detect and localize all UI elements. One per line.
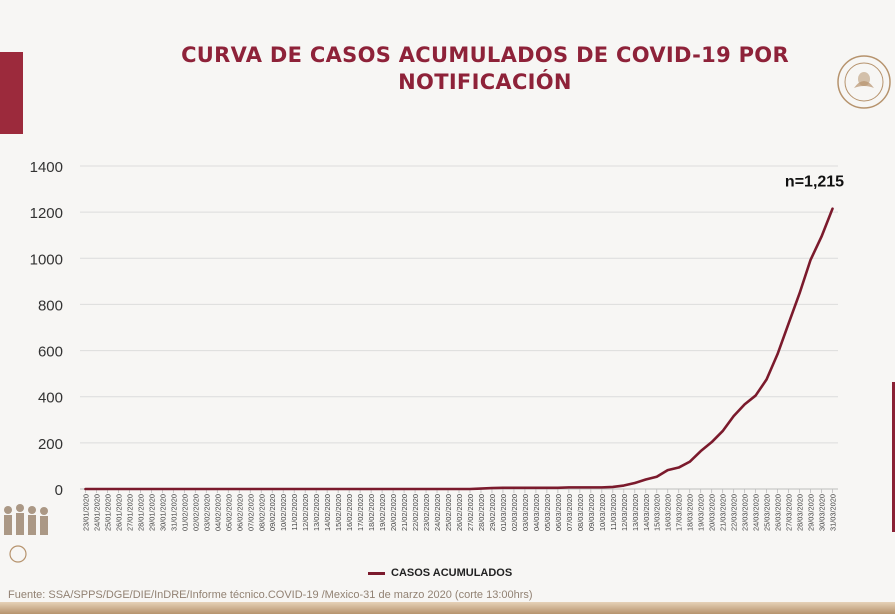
x-tick-label: 28/01/2020 bbox=[136, 494, 145, 531]
x-tick-label: 09/02/2020 bbox=[268, 494, 277, 531]
x-tick-label: 27/02/2020 bbox=[466, 494, 475, 531]
x-tick-label: 31/03/2020 bbox=[829, 494, 838, 531]
x-tick-label: 18/03/2020 bbox=[686, 494, 695, 531]
historic-figures-icon bbox=[4, 504, 48, 563]
x-tick-label: 19/02/2020 bbox=[378, 494, 387, 531]
series-line bbox=[84, 207, 834, 491]
chart-legend: CASOS ACUMULADOS bbox=[368, 567, 512, 579]
x-tick-label: 23/01/2020 bbox=[81, 494, 90, 531]
x-tick-label: 02/03/2020 bbox=[510, 494, 519, 531]
legend-swatch bbox=[368, 571, 385, 575]
x-tick-label: 02/02/2020 bbox=[191, 494, 200, 531]
x-tick-label: 23/03/2020 bbox=[741, 494, 750, 531]
chart-title-line-2: NOTIFICACIÓN bbox=[398, 70, 572, 94]
x-tick-label: 27/01/2020 bbox=[125, 494, 134, 531]
y-tick-label: 600 bbox=[38, 344, 63, 361]
x-tick-label: 27/03/2020 bbox=[785, 494, 794, 531]
x-tick-label: 30/01/2020 bbox=[158, 494, 167, 531]
y-tick-label: 1200 bbox=[30, 205, 63, 222]
x-tick-label: 20/03/2020 bbox=[708, 494, 717, 531]
x-tick-label: 12/03/2020 bbox=[620, 494, 629, 531]
x-tick-label: 05/02/2020 bbox=[224, 494, 233, 531]
x-tick-label: 07/03/2020 bbox=[565, 494, 574, 531]
x-tick-label: 22/03/2020 bbox=[730, 494, 739, 531]
x-tick-label: 16/02/2020 bbox=[345, 494, 354, 531]
x-tick-label: 12/02/2020 bbox=[301, 494, 310, 531]
x-tick-label: 10/03/2020 bbox=[598, 494, 607, 531]
x-tick-label: 29/03/2020 bbox=[807, 494, 816, 531]
x-tick-label: 31/01/2020 bbox=[169, 494, 178, 531]
x-tick-label: 14/03/2020 bbox=[642, 494, 651, 531]
y-tick-label: 1400 bbox=[30, 159, 63, 176]
x-tick-label: 06/02/2020 bbox=[235, 494, 244, 531]
x-tick-label: 05/03/2020 bbox=[543, 494, 552, 531]
national-seal-icon bbox=[837, 55, 891, 109]
x-tick-label: 21/02/2020 bbox=[400, 494, 409, 531]
x-tick-label: 26/02/2020 bbox=[455, 494, 464, 531]
y-tick-label: 800 bbox=[38, 297, 63, 314]
x-tick-label: 08/02/2020 bbox=[257, 494, 266, 531]
brand-bar-right bbox=[892, 382, 895, 532]
x-tick-label: 11/03/2020 bbox=[609, 494, 618, 530]
x-tick-label: 25/02/2020 bbox=[444, 494, 453, 531]
x-tick-label: 08/03/2020 bbox=[576, 494, 585, 531]
y-tick-label: 0 bbox=[55, 482, 63, 499]
x-tick-label: 28/03/2020 bbox=[796, 494, 805, 531]
x-tick-label: 26/01/2020 bbox=[114, 494, 123, 531]
x-tick-label: 25/01/2020 bbox=[103, 494, 112, 531]
x-tick-label: 13/03/2020 bbox=[631, 494, 640, 531]
x-tick-label: 30/03/2020 bbox=[818, 494, 827, 531]
x-tick-label: 13/02/2020 bbox=[312, 494, 321, 531]
x-tick-label: 19/03/2020 bbox=[697, 494, 706, 531]
x-tick-label: 06/03/2020 bbox=[554, 494, 563, 531]
x-tick-label: 10/02/2020 bbox=[279, 494, 288, 531]
y-tick-label: 400 bbox=[38, 390, 63, 407]
x-tick-label: 20/02/2020 bbox=[389, 494, 398, 531]
x-tick-label: 01/03/2020 bbox=[499, 494, 508, 531]
x-tick-label: 23/02/2020 bbox=[422, 494, 431, 531]
x-tick-label: 25/03/2020 bbox=[763, 494, 772, 531]
x-tick-label: 21/03/2020 bbox=[719, 494, 728, 531]
x-tick-label: 29/02/2020 bbox=[488, 494, 497, 531]
y-tick-label: 200 bbox=[38, 436, 63, 453]
x-tick-label: 03/03/2020 bbox=[521, 494, 530, 531]
x-tick-label: 09/03/2020 bbox=[587, 494, 596, 531]
x-tick-label: 29/01/2020 bbox=[147, 494, 156, 531]
x-tick-label: 16/03/2020 bbox=[664, 494, 673, 531]
x-tick-label: 18/02/2020 bbox=[367, 494, 376, 531]
legend-label: CASOS ACUMULADOS bbox=[391, 567, 513, 579]
bottom-decoration bbox=[0, 602, 895, 614]
x-tick-label: 03/02/2020 bbox=[202, 494, 211, 531]
brand-bar-left bbox=[0, 52, 23, 134]
chart-title-line-1: CURVA DE CASOS ACUMULADOS DE COVID-19 PO… bbox=[181, 43, 789, 67]
x-tick-label: 24/03/2020 bbox=[752, 494, 761, 531]
x-tick-label: 04/02/2020 bbox=[213, 494, 222, 531]
x-tick-label: 15/02/2020 bbox=[334, 494, 343, 531]
x-tick-label: 14/02/2020 bbox=[323, 494, 332, 531]
total-annotation: n=1,215 bbox=[785, 174, 844, 191]
x-tick-label: 17/02/2020 bbox=[356, 494, 365, 531]
x-tick-label: 01/02/2020 bbox=[180, 494, 189, 531]
x-tick-label: 26/03/2020 bbox=[774, 494, 783, 531]
source-note: Fuente: SSA/SPPS/DGE/DIE/InDRE/Informe t… bbox=[8, 589, 533, 601]
x-tick-label: 24/01/2020 bbox=[92, 494, 101, 531]
x-tick-label: 24/02/2020 bbox=[433, 494, 442, 531]
chart-title: CURVA DE CASOS ACUMULADOS DE COVID-19 PO… bbox=[100, 42, 870, 96]
x-tick-label: 04/03/2020 bbox=[532, 494, 541, 531]
x-tick-label: 17/03/2020 bbox=[675, 494, 684, 531]
x-tick-label: 15/03/2020 bbox=[653, 494, 662, 531]
y-tick-label: 1000 bbox=[30, 251, 63, 268]
x-tick-label: 11/02/2020 bbox=[290, 494, 299, 530]
x-tick-label: 22/02/2020 bbox=[411, 494, 420, 531]
x-tick-label: 28/02/2020 bbox=[477, 494, 486, 531]
x-tick-label: 07/02/2020 bbox=[246, 494, 255, 531]
